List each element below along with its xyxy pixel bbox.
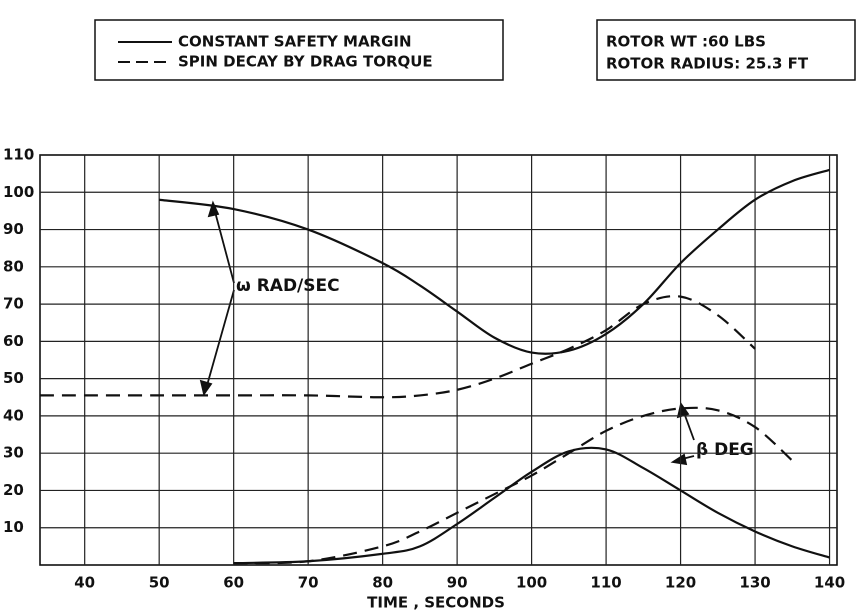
- x-tick-label: 100: [516, 574, 547, 592]
- x-tick-label: 90: [447, 574, 468, 592]
- y-tick-label: 10: [3, 518, 24, 536]
- info-text: ROTOR RADIUS: 25.3 FT: [606, 55, 809, 73]
- x-tick-label: 140: [814, 574, 845, 592]
- info-box: [596, 19, 856, 81]
- series-line: [233, 406, 794, 565]
- x-tick-label: 60: [223, 574, 244, 592]
- annotation: ω RAD/SEC: [236, 276, 340, 296]
- x-tick-label: 70: [298, 574, 319, 592]
- series-line: [39, 295, 756, 399]
- y-tick-label: 100: [3, 183, 34, 201]
- y-tick-label: 40: [3, 406, 24, 424]
- x-tick-label: 120: [665, 574, 696, 592]
- legend-box: [94, 19, 504, 81]
- info-text: ROTOR WT :60 LBS: [606, 33, 766, 51]
- y-tick-label: 70: [3, 295, 24, 313]
- x-tick-label: 40: [74, 574, 95, 592]
- y-tick-label: 30: [3, 444, 24, 462]
- x-tick-label: 50: [149, 574, 170, 592]
- annotation-arrows: [199, 200, 695, 466]
- x-tick-label: 80: [372, 574, 393, 592]
- y-tick-label: 50: [3, 369, 24, 387]
- y-tick-label: 80: [3, 257, 24, 275]
- legend-label: CONSTANT SAFETY MARGIN: [178, 33, 412, 51]
- y-tick-label: 20: [3, 481, 24, 499]
- x-tick-label: 130: [739, 574, 770, 592]
- x-tick-label: 110: [590, 574, 621, 592]
- y-tick-label: 110: [3, 146, 34, 164]
- x-axis-label: TIME , SECONDS: [367, 594, 505, 612]
- annotation: β DEG: [696, 440, 754, 460]
- series-line: [233, 446, 830, 565]
- y-tick-label: 90: [3, 220, 24, 238]
- y-tick-label: 60: [3, 332, 24, 350]
- series-line: [159, 168, 830, 355]
- legend-label: SPIN DECAY BY DRAG TORQUE: [178, 53, 433, 71]
